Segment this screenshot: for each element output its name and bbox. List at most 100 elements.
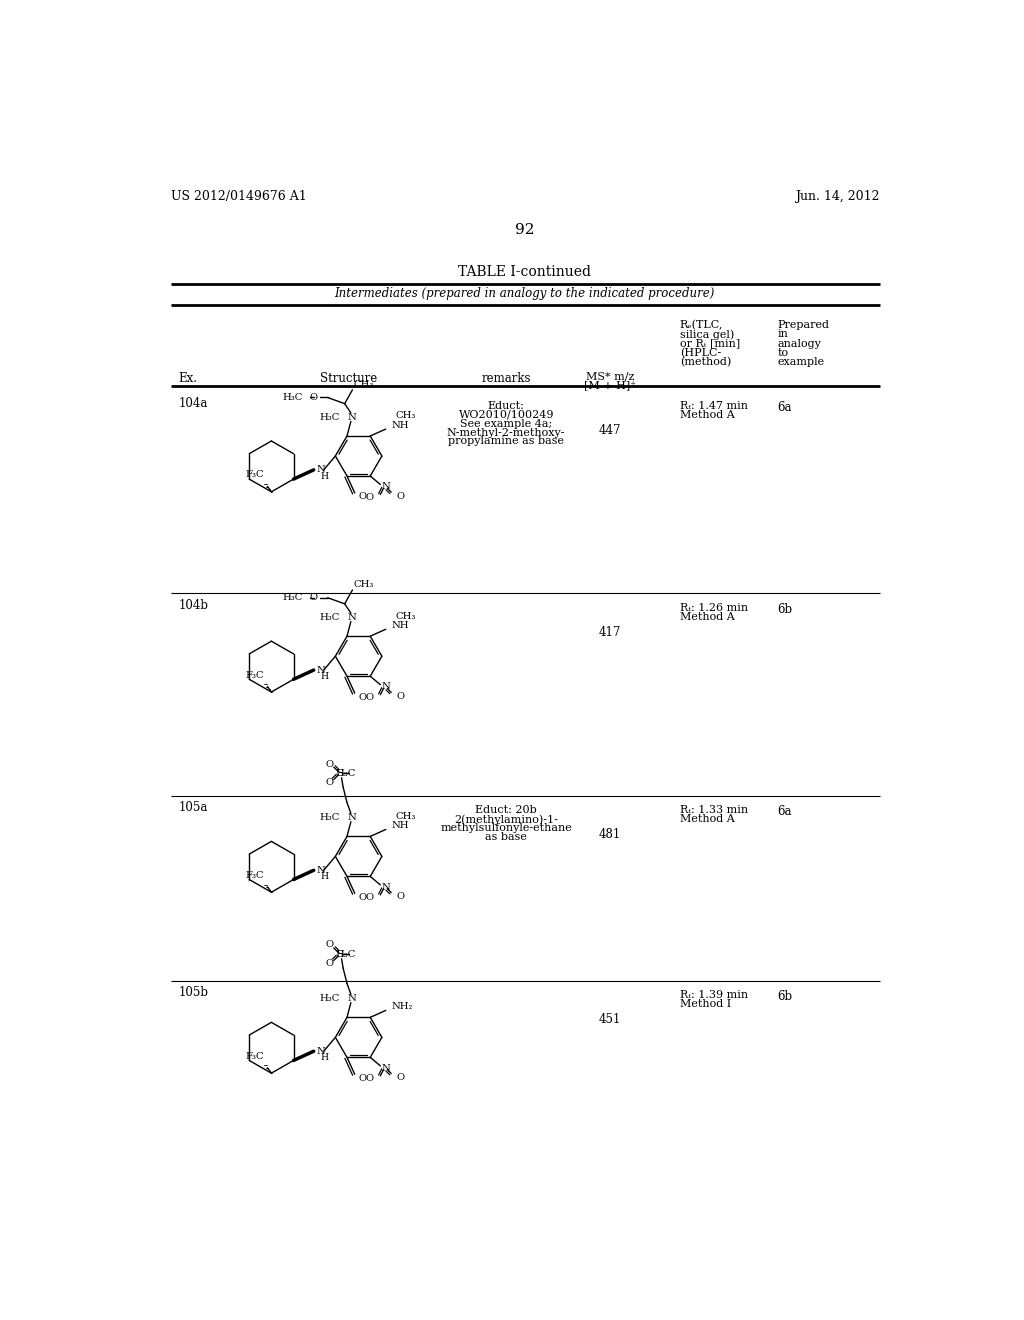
Text: O: O (396, 692, 404, 701)
Text: Educt: 20b: Educt: 20b (475, 805, 537, 816)
Text: N: N (316, 1047, 326, 1056)
Text: F₃C: F₃C (245, 871, 263, 880)
Text: H₃C: H₃C (283, 593, 303, 602)
Text: or Rₜ [min]: or Rₜ [min] (680, 339, 740, 348)
Text: N: N (347, 813, 356, 822)
Text: O: O (396, 892, 404, 902)
Text: H: H (321, 1053, 329, 1061)
Text: O: O (325, 777, 333, 787)
Text: Prepared: Prepared (777, 321, 829, 330)
Text: N: N (347, 614, 356, 622)
Text: N: N (381, 482, 390, 491)
Text: TABLE I-continued: TABLE I-continued (459, 265, 591, 280)
Text: Rₜ: 1.39 min: Rₜ: 1.39 min (680, 990, 748, 1001)
Text: O: O (325, 759, 333, 768)
Text: O: O (325, 958, 333, 968)
Text: 481: 481 (599, 829, 622, 841)
Text: N: N (347, 994, 356, 1003)
Text: 2(methylamino)-1-: 2(methylamino)-1- (455, 814, 558, 825)
Text: Rₜ: 1.26 min: Rₜ: 1.26 min (680, 603, 748, 612)
Text: Ex.: Ex. (178, 372, 198, 384)
Text: O: O (396, 491, 404, 500)
Text: example: example (777, 358, 824, 367)
Text: O: O (325, 940, 333, 949)
Text: F₃C: F₃C (245, 1052, 263, 1061)
Text: S: S (337, 768, 343, 777)
Text: F₃C: F₃C (245, 470, 263, 479)
Text: 6a: 6a (777, 805, 792, 818)
Text: CH₃: CH₃ (396, 412, 416, 421)
Text: H₃C: H₃C (283, 393, 303, 403)
Text: O: O (366, 894, 374, 903)
Text: H: H (321, 471, 329, 480)
Text: to: to (777, 348, 788, 358)
Text: Method A: Method A (680, 612, 734, 622)
Text: 105a: 105a (178, 801, 208, 814)
Text: CH₃: CH₃ (396, 611, 416, 620)
Text: 6a: 6a (777, 401, 792, 414)
Text: O: O (358, 1073, 367, 1082)
Text: 417: 417 (599, 626, 622, 639)
Text: Rₜ: 1.33 min: Rₜ: 1.33 min (680, 805, 748, 816)
Text: Jun. 14, 2012: Jun. 14, 2012 (796, 190, 880, 203)
Text: 6b: 6b (777, 990, 793, 1003)
Text: CH₃: CH₃ (354, 380, 375, 389)
Text: Method I: Method I (680, 999, 731, 1010)
Text: 104a: 104a (178, 397, 208, 411)
Text: O: O (309, 593, 317, 602)
Text: NH: NH (392, 620, 410, 630)
Text: S: S (337, 949, 343, 958)
Text: 451: 451 (599, 1014, 622, 1026)
Text: Rₜ: 1.47 min: Rₜ: 1.47 min (680, 401, 748, 411)
Text: 6b: 6b (777, 603, 793, 615)
Text: F₃C: F₃C (245, 671, 263, 680)
Text: Method A: Method A (680, 411, 734, 420)
Text: N: N (347, 413, 356, 422)
Text: methylsulfonyle-ethane: methylsulfonyle-ethane (440, 822, 572, 833)
Text: O: O (366, 1074, 374, 1084)
Text: propylamine as base: propylamine as base (449, 437, 564, 446)
Text: N: N (316, 866, 326, 875)
Text: CH₃: CH₃ (354, 579, 375, 589)
Text: Structure: Structure (321, 372, 378, 384)
Text: NH: NH (392, 821, 410, 830)
Text: H: H (321, 672, 329, 681)
Text: as base: as base (485, 832, 527, 842)
Text: in: in (777, 330, 788, 339)
Text: See example 4a;: See example 4a; (460, 418, 552, 429)
Text: H₃C: H₃C (319, 994, 340, 1003)
Text: Rₑ(TLC,: Rₑ(TLC, (680, 321, 723, 330)
Text: O: O (358, 693, 367, 701)
Text: H: H (321, 873, 329, 880)
Text: remarks: remarks (481, 372, 531, 384)
Text: Intermediates (prepared in analogy to the indicated procedure): Intermediates (prepared in analogy to th… (335, 288, 715, 301)
Text: O: O (366, 494, 374, 502)
Text: (method): (method) (680, 358, 731, 367)
Text: O: O (396, 1073, 404, 1082)
Text: O: O (366, 693, 374, 702)
Text: H₃C: H₃C (319, 413, 340, 422)
Text: N: N (316, 665, 326, 675)
Text: H₃C: H₃C (319, 614, 340, 622)
Text: 447: 447 (599, 424, 622, 437)
Text: US 2012/0149676 A1: US 2012/0149676 A1 (171, 190, 306, 203)
Text: (HPLC-: (HPLC- (680, 348, 721, 358)
Text: WO2010/100249: WO2010/100249 (459, 409, 554, 420)
Text: O: O (358, 492, 367, 502)
Text: O: O (358, 892, 367, 902)
Text: [M + H]⁺: [M + H]⁺ (584, 380, 636, 391)
Text: CH₃: CH₃ (396, 812, 416, 821)
Text: H₃C: H₃C (319, 813, 340, 822)
Text: 105b: 105b (178, 986, 208, 999)
Text: silica gel): silica gel) (680, 330, 734, 341)
Text: N: N (316, 466, 326, 474)
Text: N-methyl-2-methoxy-: N-methyl-2-methoxy- (446, 428, 565, 437)
Text: NH: NH (392, 421, 410, 430)
Text: Educt:: Educt: (487, 401, 524, 411)
Text: NH₂: NH₂ (392, 1002, 414, 1011)
Text: N: N (381, 682, 390, 692)
Text: Method A: Method A (680, 814, 734, 825)
Text: N: N (381, 1064, 390, 1073)
Text: 104b: 104b (178, 599, 208, 612)
Text: H₃C: H₃C (335, 949, 355, 958)
